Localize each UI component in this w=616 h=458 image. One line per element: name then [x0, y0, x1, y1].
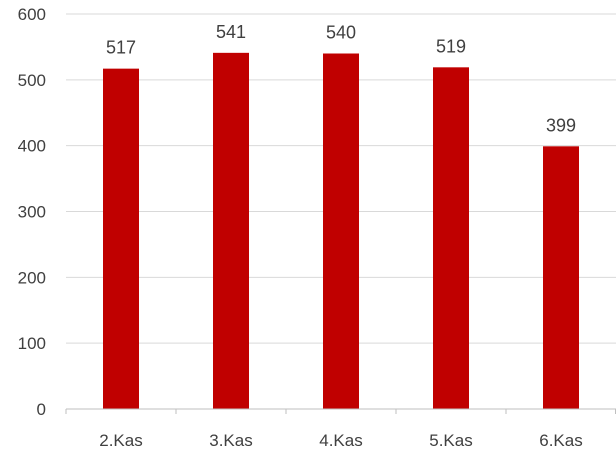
x-tick-label: 3.Kas — [209, 431, 252, 450]
bar — [433, 67, 469, 409]
bar — [213, 52, 249, 409]
data-label: 540 — [326, 23, 356, 43]
x-tick-label: 4.Kas — [319, 431, 362, 450]
y-tick-label: 400 — [18, 137, 46, 156]
bar — [543, 146, 579, 409]
x-axis — [65, 408, 616, 414]
x-tick-label: 2.Kas — [99, 431, 142, 450]
data-label: 399 — [546, 115, 576, 135]
bar — [323, 53, 359, 409]
data-label: 541 — [216, 22, 246, 42]
x-tick-label: 5.Kas — [429, 431, 472, 450]
y-tick-label: 0 — [37, 400, 46, 419]
y-tick-label: 100 — [18, 334, 46, 353]
data-label: 517 — [106, 38, 136, 58]
bar — [103, 68, 139, 410]
bars — [103, 52, 579, 410]
x-tick-label: 6.Kas — [539, 431, 582, 450]
data-labels: 517 541 540 519 399 — [106, 22, 576, 135]
y-tick-label: 200 — [18, 268, 46, 287]
y-tick-label: 600 — [18, 5, 46, 24]
x-axis-tick-labels: 2.Kas 3.Kas 4.Kas 5.Kas 6.Kas — [99, 431, 582, 450]
y-axis-tick-labels: 0 100 200 300 400 500 600 — [18, 5, 46, 419]
y-tick-label: 500 — [18, 71, 46, 90]
y-tick-label: 300 — [18, 203, 46, 222]
data-label: 519 — [436, 36, 466, 56]
